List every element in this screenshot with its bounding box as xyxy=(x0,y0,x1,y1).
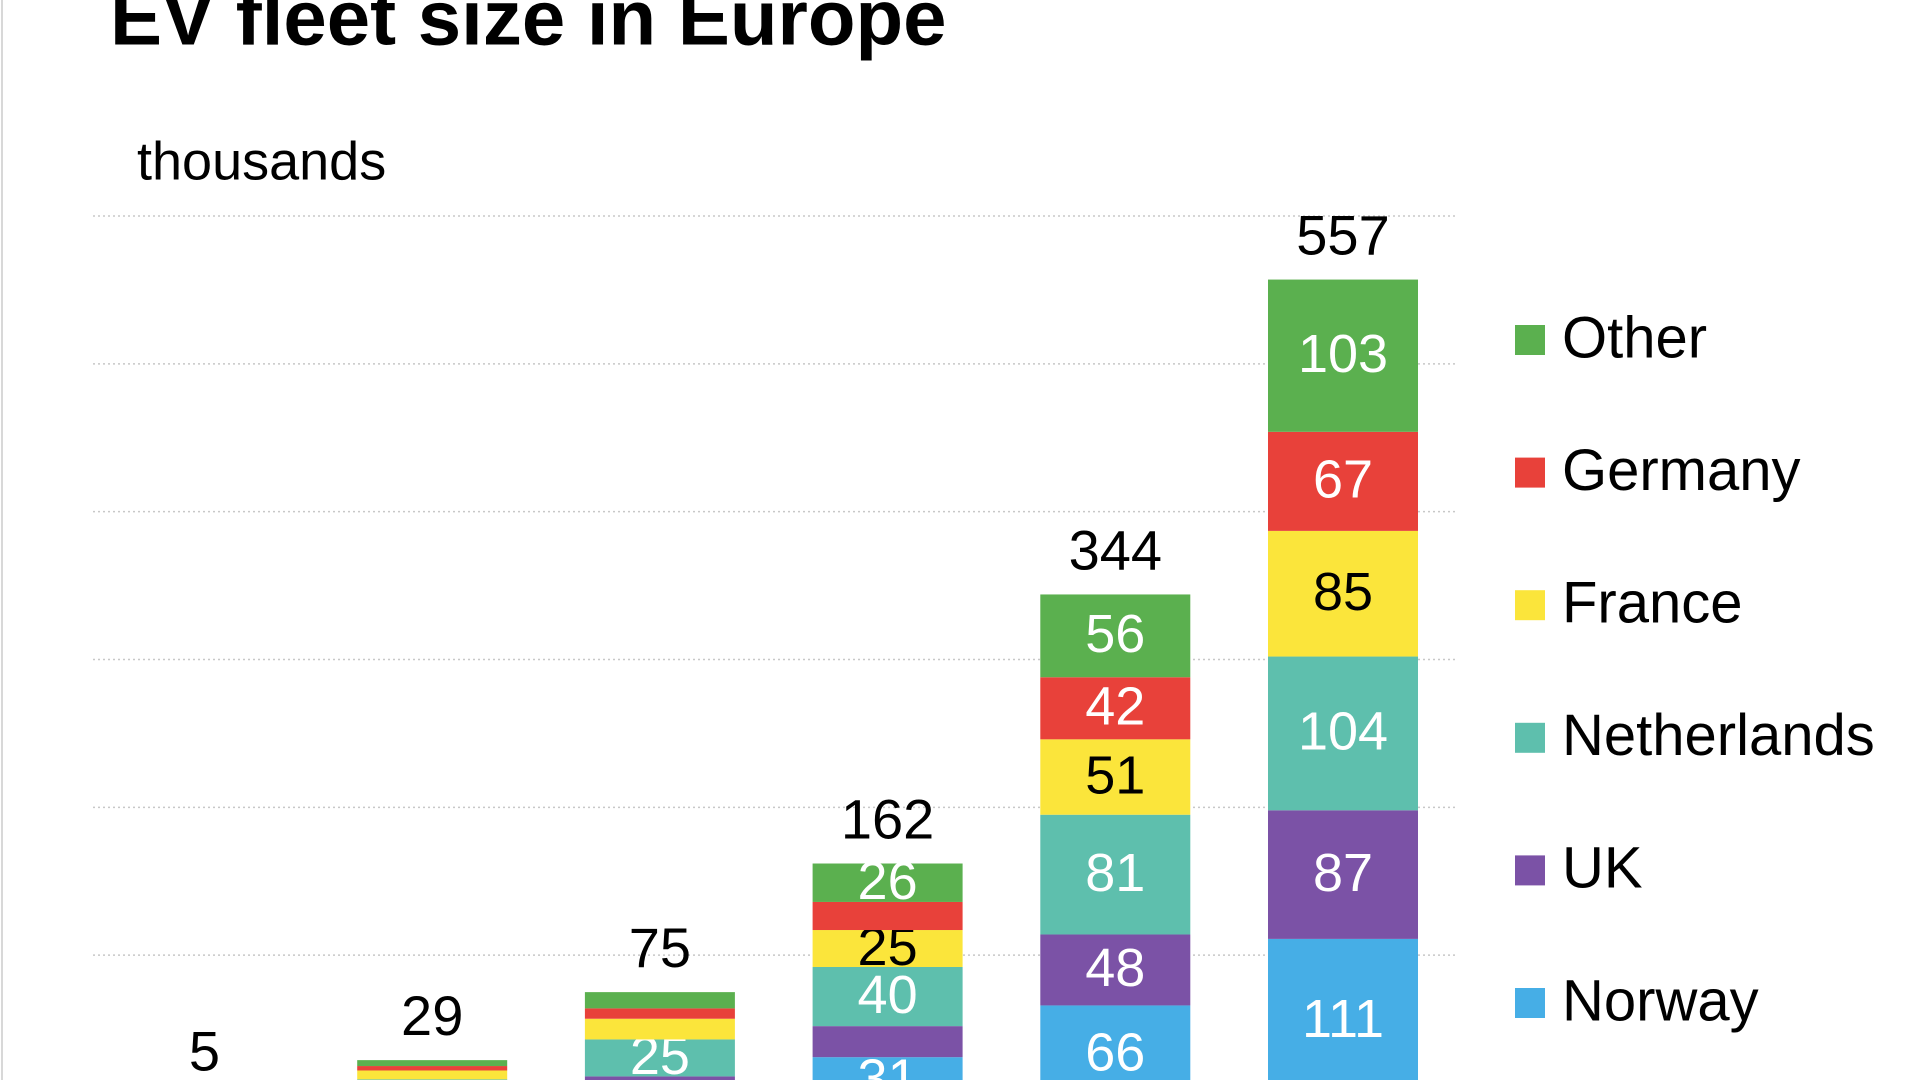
total-label: 5 xyxy=(189,1019,220,1080)
segment-label: 81 xyxy=(1085,843,1145,903)
total-label: 75 xyxy=(629,916,691,979)
legend-label: Other xyxy=(1562,305,1707,370)
legend-swatch xyxy=(1515,722,1545,753)
legend-label: Norway xyxy=(1562,968,1759,1033)
bar-segment xyxy=(812,863,963,902)
total-label: 344 xyxy=(1069,518,1162,581)
bar-segment xyxy=(1268,656,1418,811)
legend-label: France xyxy=(1562,571,1743,636)
segment-label: 48 xyxy=(1085,938,1145,998)
legend-swatch xyxy=(1515,590,1545,621)
bar-segment xyxy=(1040,677,1191,740)
bar-segment xyxy=(1268,279,1418,432)
bar-segment xyxy=(1040,594,1191,678)
bar-segment xyxy=(357,1070,508,1080)
segment-label: 26 xyxy=(858,851,918,911)
bar-segment xyxy=(584,1039,735,1077)
segment-label: 87 xyxy=(1313,843,1373,903)
segment-label: 56 xyxy=(1085,604,1145,664)
legend-label: Netherlands xyxy=(1562,703,1875,768)
bar-segment xyxy=(1040,739,1191,815)
total-label: 29 xyxy=(401,984,463,1047)
bar-segment xyxy=(584,992,735,1009)
bar-segment xyxy=(1268,938,1418,1080)
legend-label: UK xyxy=(1562,836,1643,901)
segment-label: 42 xyxy=(1085,677,1145,737)
legend-swatch xyxy=(1515,988,1545,1018)
segment-label: 85 xyxy=(1313,562,1373,622)
legend-label: Germany xyxy=(1562,438,1801,503)
bar-segment xyxy=(584,1076,735,1080)
segment-label: 111 xyxy=(1302,989,1384,1049)
bar-segment xyxy=(1268,810,1418,939)
segment-label: 51 xyxy=(1085,745,1145,805)
bar-segment xyxy=(1268,431,1418,531)
legend-swatch xyxy=(1515,325,1545,355)
bar-segment xyxy=(1040,1005,1191,1080)
legend-swatch xyxy=(1515,457,1545,488)
bar-segment xyxy=(812,1026,963,1058)
total-label: 162 xyxy=(841,787,934,850)
bar-segment xyxy=(357,1060,508,1067)
bar-segment xyxy=(584,1008,735,1019)
bar-segment xyxy=(584,1018,735,1040)
bar-segment xyxy=(1040,814,1191,935)
bar-segment xyxy=(812,966,963,1027)
segment-label: 66 xyxy=(1085,1022,1145,1080)
bar-segment xyxy=(812,901,963,931)
bar-segment xyxy=(812,1057,963,1080)
chart-title: EV fleet size in Europe xyxy=(110,0,947,62)
bar-segment xyxy=(812,930,963,967)
bar-segment xyxy=(357,1066,508,1071)
legend-swatch xyxy=(1515,855,1545,886)
segment-label: 40 xyxy=(858,965,918,1025)
bar-segment xyxy=(1268,530,1418,657)
total-label: 557 xyxy=(1296,203,1389,266)
bar-segment xyxy=(1040,934,1191,1006)
y-axis-label: thousands xyxy=(137,131,386,191)
segment-label: 104 xyxy=(1298,702,1388,762)
segment-label: 103 xyxy=(1298,324,1388,384)
segment-label: 67 xyxy=(1313,450,1373,510)
